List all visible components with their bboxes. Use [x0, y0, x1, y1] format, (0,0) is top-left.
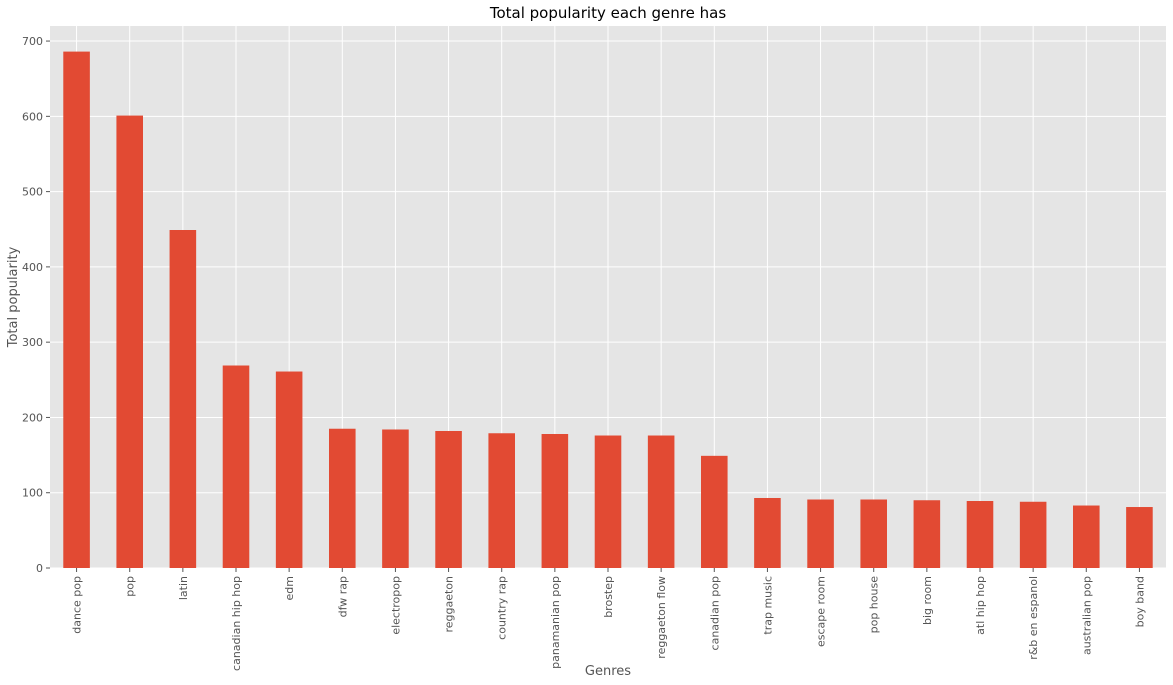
x-tick-label: atl hip hop — [974, 576, 987, 635]
bar — [1126, 507, 1153, 568]
bar — [275, 371, 303, 568]
x-tick-label: reggaeton flow — [655, 576, 668, 659]
bar — [222, 365, 250, 568]
x-tick-label: panamanian pop — [549, 576, 562, 669]
bar — [169, 230, 197, 568]
bar — [966, 501, 994, 568]
x-tick-label: reggaeton — [443, 576, 456, 633]
bar — [382, 429, 409, 568]
y-tick-label: 200 — [22, 411, 43, 424]
x-tick-label: r&b en espanol — [1027, 576, 1040, 660]
x-tick-label: dance pop — [71, 576, 84, 634]
bar — [116, 115, 143, 568]
x-tick-label: australian pop — [1080, 576, 1093, 655]
bar — [594, 435, 622, 568]
x-tick-label: dfw rap — [336, 576, 349, 617]
x-tick-label: country rap — [496, 576, 509, 640]
bar — [541, 434, 569, 568]
x-tick-label: pop — [124, 576, 137, 597]
x-tick-label: pop house — [868, 576, 881, 634]
x-tick-label: electropop — [389, 576, 402, 635]
y-tick-label: 400 — [22, 261, 43, 274]
bar — [701, 455, 728, 568]
bar — [807, 499, 834, 568]
y-tick-label: 700 — [22, 35, 43, 48]
bar — [860, 499, 887, 568]
x-tick-label: boy band — [1133, 576, 1146, 627]
x-tick-label: canadian pop — [708, 576, 721, 650]
y-axis-ticks: 0 100 200 300 400 500 600 700 — [22, 35, 50, 575]
bar — [913, 500, 941, 568]
x-tick-label: brostep — [602, 576, 615, 618]
bar — [1073, 505, 1100, 568]
x-axis-label: Genres — [585, 664, 631, 679]
bars — [63, 51, 1153, 569]
y-tick-label: 0 — [36, 562, 43, 575]
chart-title: Total popularity each genre has — [489, 4, 726, 22]
x-axis-ticks: dance pop pop latin canadian hip hop edm dfw … — [71, 568, 1146, 671]
x-tick-label: edm — [283, 576, 296, 600]
bar — [647, 435, 675, 568]
bar — [488, 433, 515, 568]
x-tick-label: escape room — [815, 576, 828, 647]
y-tick-label: 100 — [22, 487, 43, 500]
y-tick-label: 500 — [22, 186, 43, 199]
y-tick-label: 600 — [22, 110, 43, 123]
x-tick-label: latin — [177, 576, 190, 600]
y-tick-label: 300 — [22, 336, 43, 349]
x-tick-label: trap music — [761, 576, 774, 635]
bar — [63, 51, 90, 569]
bar — [435, 430, 462, 568]
y-axis-label: Total popularity — [6, 246, 21, 348]
bar — [754, 497, 781, 568]
bar — [329, 428, 356, 568]
bar — [1019, 501, 1047, 568]
x-tick-label: canadian hip hop — [230, 576, 243, 671]
x-tick-label: big room — [921, 576, 934, 625]
